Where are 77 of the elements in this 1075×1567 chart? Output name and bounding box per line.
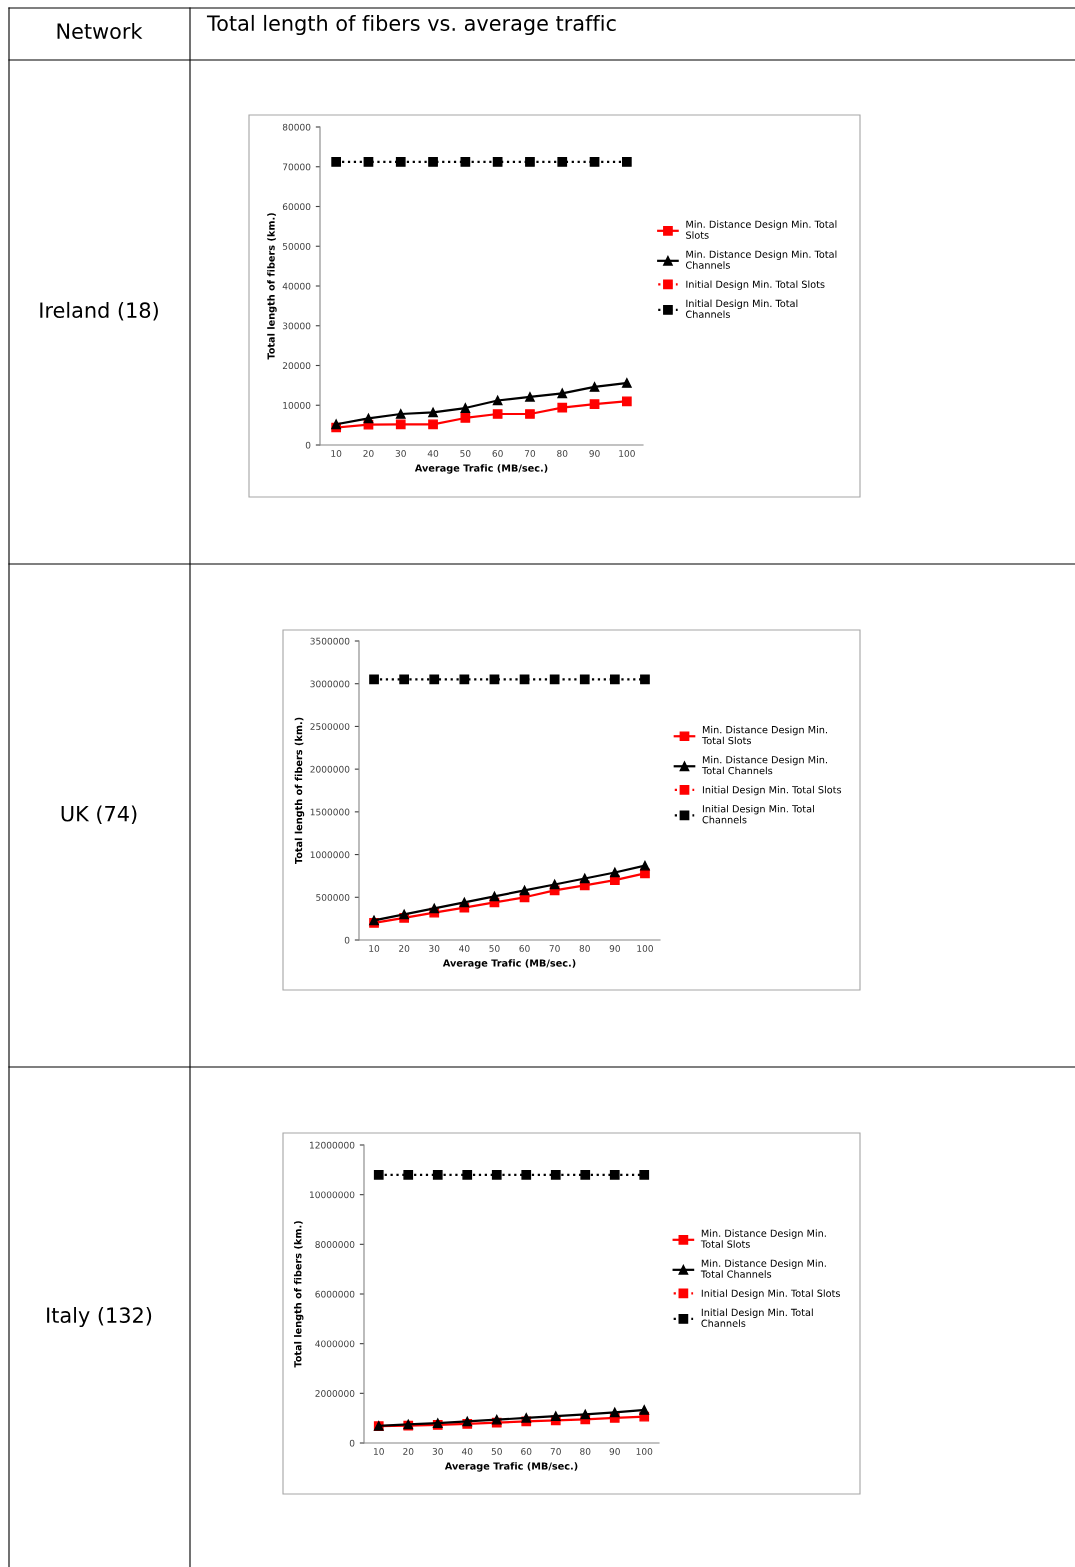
y-tick-label: 2000000 bbox=[315, 1390, 355, 1397]
y-tick-label: 0 bbox=[305, 441, 311, 449]
x-tick-label: 80 bbox=[580, 1448, 591, 1455]
legend-label: Initial Design Min. Total Channels bbox=[702, 804, 814, 824]
y-tick-label: 500000 bbox=[316, 894, 350, 901]
y-tick-label: 2000000 bbox=[310, 765, 350, 773]
x-tick-label: 70 bbox=[549, 945, 560, 952]
legend-label: Initial Design Min. Total Slots bbox=[702, 785, 842, 796]
x-tick-label: 60 bbox=[521, 1448, 532, 1455]
x-tick-label: 90 bbox=[589, 450, 600, 457]
y-axis-title: Total length of fibers (km.) bbox=[293, 1221, 304, 1368]
x-tick-label: 40 bbox=[427, 450, 439, 457]
x-tick-label: 40 bbox=[459, 945, 470, 952]
y-tick-label: 70000 bbox=[282, 163, 311, 171]
x-tick-label: 20 bbox=[399, 945, 410, 952]
x-tick-label: 70 bbox=[524, 450, 536, 457]
x-tick-label: 100 bbox=[636, 1448, 653, 1455]
legend-label: Min. Distance Design Min. Total Channels bbox=[701, 755, 827, 775]
text: UK (74) bbox=[61, 805, 137, 824]
x-tick-label: 90 bbox=[609, 1448, 620, 1455]
y-tick-label: 50000 bbox=[282, 242, 311, 250]
y-tick-label: 3000000 bbox=[310, 680, 350, 688]
x-tick-label: 100 bbox=[619, 450, 635, 457]
x-tick-label: 50 bbox=[489, 945, 500, 952]
y-tick-label: 60000 bbox=[282, 203, 311, 211]
x-axis-title: Average Trafic (MB/sec.) bbox=[444, 1462, 578, 1472]
text: Italy (132) bbox=[47, 1306, 152, 1328]
x-tick-label: 80 bbox=[579, 945, 590, 952]
y-axis-title: Total length of fibers (km.) bbox=[267, 213, 277, 360]
y-tick-label: 4000000 bbox=[315, 1340, 355, 1348]
y-tick-label: 1500000 bbox=[310, 808, 350, 816]
x-tick-label: 10 bbox=[369, 945, 380, 952]
legend-label: Initial Design Min. Total Slots bbox=[686, 280, 825, 290]
legend-label: Min. Distance Design Min. Total Channels bbox=[685, 250, 837, 269]
legend-label: Initial Design Min. Total Channels bbox=[685, 299, 798, 318]
y-tick-label: 8000000 bbox=[315, 1241, 355, 1248]
y-tick-label: 12000000 bbox=[310, 1141, 355, 1149]
legend-label: Initial Design Min. Total Slots bbox=[701, 1289, 840, 1299]
y-tick-label: 80000 bbox=[282, 123, 311, 131]
y-tick-label: 1000000 bbox=[310, 851, 350, 859]
legend-label: Min. Distance Design Min. Total Slots bbox=[700, 1229, 826, 1248]
text: Ireland (18) bbox=[40, 301, 158, 321]
x-tick-label: 80 bbox=[557, 450, 568, 457]
text: Network bbox=[57, 22, 143, 40]
x-tick-label: 10 bbox=[331, 450, 342, 457]
y-tick-label: 2500000 bbox=[310, 723, 350, 730]
x-tick-label: 40 bbox=[461, 1448, 473, 1455]
x-axis-title: Average Trafic (MB/sec.) bbox=[442, 959, 576, 969]
x-tick-label: 60 bbox=[519, 945, 530, 952]
y-tick-label: 0 bbox=[349, 1439, 355, 1447]
chart-title: Total length of fibers vs. average traffic bbox=[206, 14, 616, 36]
x-tick-label: 20 bbox=[403, 1448, 414, 1455]
x-tick-label: 50 bbox=[460, 450, 471, 457]
x-tick-label: 70 bbox=[550, 1448, 561, 1455]
legend-label: Initial Design Min. Total Channels bbox=[701, 1308, 813, 1327]
y-axis-title: Total length of fibers (km.) bbox=[294, 717, 305, 865]
y-tick-label: 20000 bbox=[282, 362, 311, 370]
x-tick-label: 10 bbox=[374, 1448, 384, 1455]
x-tick-label: 100 bbox=[637, 945, 653, 952]
x-tick-label: 30 bbox=[395, 450, 406, 457]
y-tick-label: 30000 bbox=[282, 322, 311, 330]
y-tick-label: 10000000 bbox=[310, 1191, 355, 1199]
y-tick-label: 3500000 bbox=[310, 637, 350, 645]
x-tick-label: 30 bbox=[429, 945, 440, 952]
x-axis-title: Average Trafic (MB/sec.) bbox=[414, 464, 548, 474]
y-tick-label: 6000000 bbox=[315, 1290, 355, 1298]
x-tick-label: 30 bbox=[432, 1448, 443, 1455]
x-tick-label: 50 bbox=[491, 1448, 502, 1455]
y-tick-label: 0 bbox=[344, 936, 350, 944]
x-tick-label: 60 bbox=[492, 450, 503, 457]
y-tick-label: 10000 bbox=[283, 401, 311, 409]
y-tick-label: 40000 bbox=[282, 282, 311, 290]
legend-label: Min. Distance Design Min. Total Slots bbox=[686, 220, 837, 239]
legend-label: Min. Distance Design Min. Total Slots bbox=[701, 725, 827, 745]
legend-label: Min. Distance Design Min. Total Channels bbox=[700, 1259, 826, 1278]
x-tick-label: 90 bbox=[609, 945, 620, 952]
x-tick-label: 20 bbox=[363, 450, 374, 457]
